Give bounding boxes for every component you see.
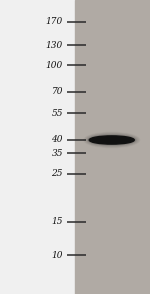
Text: 35: 35 bbox=[51, 148, 63, 158]
Ellipse shape bbox=[88, 135, 136, 145]
Ellipse shape bbox=[87, 134, 137, 146]
Bar bbox=[0, 0, 75, 294]
Text: 40: 40 bbox=[51, 136, 63, 144]
Text: 25: 25 bbox=[51, 170, 63, 178]
Ellipse shape bbox=[89, 136, 134, 144]
Bar bbox=[75, 0, 150, 294]
Text: 10: 10 bbox=[51, 250, 63, 260]
Text: 70: 70 bbox=[51, 88, 63, 96]
Text: 100: 100 bbox=[46, 61, 63, 69]
Text: 55: 55 bbox=[51, 108, 63, 118]
Text: 170: 170 bbox=[46, 18, 63, 26]
Text: 130: 130 bbox=[46, 41, 63, 49]
Text: 15: 15 bbox=[51, 218, 63, 226]
